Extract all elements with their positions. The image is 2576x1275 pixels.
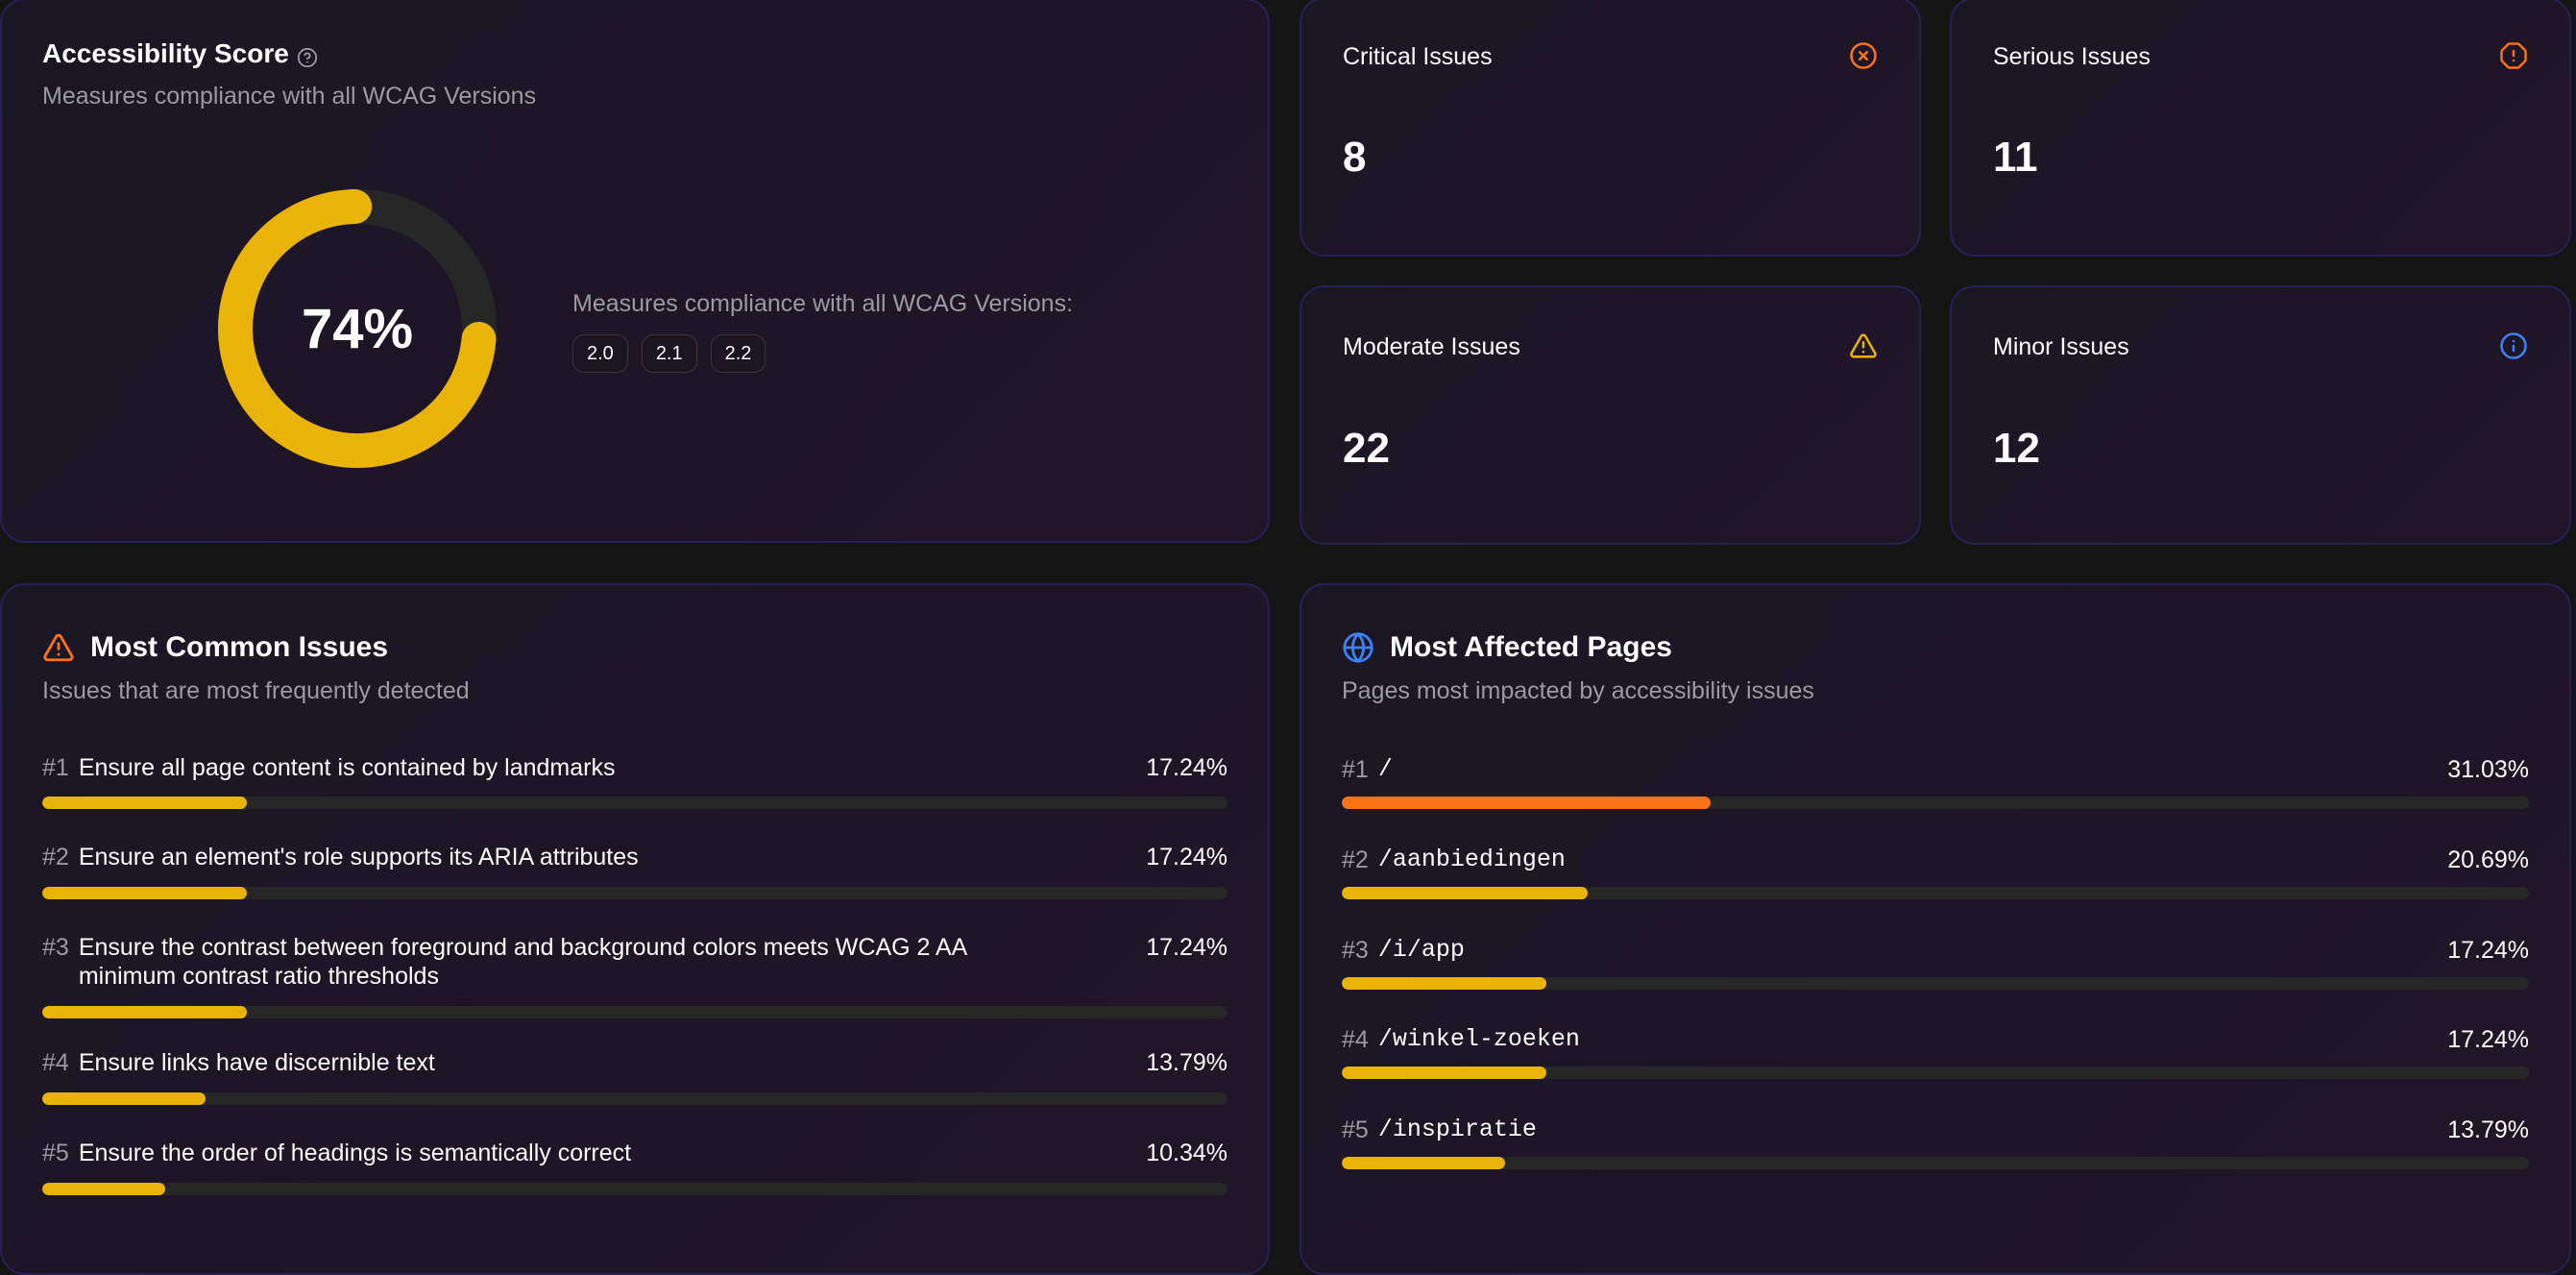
page-progress-bar (1342, 1067, 2529, 1079)
page-rank: #5 (1342, 1116, 1369, 1143)
page-path[interactable]: /i/app (1377, 936, 1465, 964)
page-row[interactable]: #3/i/app 17.24% (1342, 936, 2529, 990)
triangle-alert-icon (42, 631, 75, 664)
wcag-badge: 2.0 (572, 334, 628, 373)
info-icon (2499, 331, 2528, 360)
issue-row[interactable]: #3 Ensure the contrast between foreground… (42, 933, 1227, 1018)
critical-issues-card[interactable]: Critical Issues 8 (1300, 0, 1921, 257)
page-percent: 13.79% (2447, 1116, 2529, 1143)
issue-row[interactable]: #5 Ensure the order of headings is semant… (42, 1139, 1227, 1195)
page-progress-bar (1342, 887, 2529, 899)
page-percent: 31.03% (2447, 756, 2529, 783)
page-percent: 20.69% (2447, 846, 2529, 873)
page-row[interactable]: #1 / 31.03% (1342, 755, 2529, 809)
issue-progress-bar (42, 887, 1227, 899)
page-path[interactable]: /winkel-zoeken (1377, 1025, 1580, 1053)
page-progress-bar (1342, 1157, 2529, 1169)
wcag-version-badges: 2.0 2.1 2.2 (572, 334, 766, 373)
page-progress-bar (1342, 977, 2529, 990)
issue-percent: 13.79% (1146, 1049, 1227, 1076)
issue-percent: 17.24% (1146, 844, 1227, 870)
most-common-issues-card: Most Common Issues Issues that are most … (0, 583, 1270, 1275)
critical-issues-count: 8 (1343, 134, 1367, 181)
issue-progress-bar (42, 1092, 1227, 1105)
triangle-alert-icon (1849, 331, 1878, 360)
page-rank: #3 (1342, 937, 1369, 964)
issue-row[interactable]: #2 Ensure an element's role supports its … (42, 843, 1227, 899)
minor-issues-count: 12 (1993, 425, 2040, 472)
circle-x-icon (1849, 41, 1878, 70)
most-affected-pages-subtitle: Pages most impacted by accessibility iss… (1342, 677, 1814, 704)
page-path[interactable]: /inspiratie (1377, 1116, 1537, 1143)
most-affected-pages-title: Most Affected Pages (1342, 631, 1672, 664)
wcag-badge: 2.1 (641, 334, 697, 373)
moderate-issues-count: 22 (1343, 425, 1390, 472)
issue-label: Ensure the order of headings is semantic… (78, 1140, 632, 1166)
issue-progress-bar (42, 797, 1227, 809)
score-title-text: Accessibility Score (42, 38, 289, 68)
page-path[interactable]: /aanbiedingen (1377, 846, 1566, 873)
moderate-issues-label: Moderate Issues (1343, 333, 1520, 360)
section-title-text: Most Affected Pages (1390, 631, 1672, 663)
help-circle-icon[interactable] (297, 44, 318, 68)
moderate-issues-card[interactable]: Moderate Issues 22 (1300, 285, 1921, 545)
octagon-alert-icon (2499, 41, 2528, 70)
issue-percent: 17.24% (1146, 934, 1227, 961)
score-donut-chart (218, 189, 497, 468)
issue-rank: #1 (42, 754, 69, 781)
issue-label: Ensure all page content is contained by … (78, 754, 616, 781)
page-path[interactable]: / (1377, 755, 1393, 783)
issue-row[interactable]: #4 Ensure links have discernible text 13.… (42, 1048, 1227, 1105)
wcag-badge: 2.2 (710, 334, 766, 373)
issue-label: Ensure links have discernible text (78, 1049, 435, 1076)
section-title-text: Most Common Issues (90, 631, 389, 663)
minor-issues-card[interactable]: Minor Issues 12 (1950, 285, 2571, 545)
serious-issues-label: Serious Issues (1993, 43, 2151, 70)
issue-percent: 10.34% (1146, 1140, 1227, 1166)
most-common-issues-title: Most Common Issues (42, 631, 388, 664)
issue-progress-bar (42, 1006, 1227, 1018)
issue-label: Ensure the contrast between foreground a… (78, 934, 966, 990)
page-row[interactable]: #5/inspiratie 13.79% (1342, 1116, 2529, 1169)
wcag-versions-label: Measures compliance with all WCAG Versio… (572, 290, 1074, 317)
most-common-issues-subtitle: Issues that are most frequently detected (42, 677, 470, 704)
page-rank: #4 (1342, 1026, 1369, 1053)
minor-issues-label: Minor Issues (1993, 333, 2129, 360)
score-card-subtitle: Measures compliance with all WCAG Versio… (42, 83, 537, 110)
page-row[interactable]: #2/aanbiedingen 20.69% (1342, 846, 2529, 899)
issue-row[interactable]: #1 Ensure all page content is contained b… (42, 753, 1227, 809)
issue-percent: 17.24% (1146, 754, 1227, 781)
critical-issues-label: Critical Issues (1343, 43, 1493, 70)
page-row[interactable]: #4/winkel-zoeken 17.24% (1342, 1025, 2529, 1079)
score-value: 74% (301, 297, 414, 360)
issue-rank: #4 (42, 1049, 69, 1076)
page-rank: #2 (1342, 846, 1369, 873)
page-percent: 17.24% (2447, 1026, 2529, 1053)
issue-label: Ensure an element's role supports its AR… (78, 844, 639, 870)
issue-rank: #5 (42, 1140, 69, 1166)
accessibility-score-card: Accessibility Score Measures compliance … (0, 0, 1270, 543)
issue-rank: #3 (42, 934, 69, 961)
issue-progress-bar (42, 1183, 1227, 1195)
globe-icon (1342, 631, 1374, 664)
serious-issues-card[interactable]: Serious Issues 11 (1950, 0, 2571, 257)
issue-rank: #2 (42, 844, 69, 870)
page-percent: 17.24% (2447, 937, 2529, 964)
score-card-title: Accessibility Score (42, 38, 318, 69)
serious-issues-count: 11 (1993, 134, 2038, 181)
most-affected-pages-card: Most Affected Pages Pages most impacted … (1300, 583, 2571, 1275)
page-rank: #1 (1342, 756, 1369, 783)
page-progress-bar (1342, 797, 2529, 809)
